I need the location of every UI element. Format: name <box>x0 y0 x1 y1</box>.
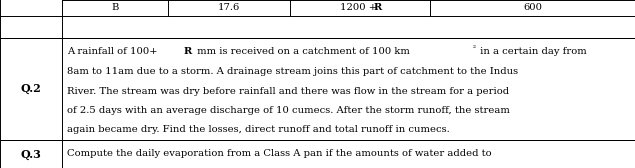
Text: Q.3: Q.3 <box>20 149 41 159</box>
Text: Compute the daily evaporation from a Class A pan if the amounts of water added t: Compute the daily evaporation from a Cla… <box>67 150 491 158</box>
Text: mm is received on a catchment of 100 km: mm is received on a catchment of 100 km <box>194 48 410 56</box>
Text: ²: ² <box>473 45 476 52</box>
Text: R: R <box>374 4 382 12</box>
Text: River. The stream was dry before rainfall and there was flow in the stream for a: River. The stream was dry before rainfal… <box>67 87 509 95</box>
Text: 1200 +: 1200 + <box>340 4 380 12</box>
Text: B: B <box>111 4 119 12</box>
Text: again became dry. Find the losses, direct runoff and total runoff in cumecs.: again became dry. Find the losses, direc… <box>67 125 450 135</box>
Text: 600: 600 <box>523 4 542 12</box>
Text: Q.2: Q.2 <box>20 83 41 94</box>
Text: 17.6: 17.6 <box>218 4 240 12</box>
Text: A rainfall of 100+: A rainfall of 100+ <box>67 48 157 56</box>
Text: of 2.5 days with an average discharge of 10 cumecs. After the storm runoff, the : of 2.5 days with an average discharge of… <box>67 106 510 115</box>
Text: R: R <box>184 48 192 56</box>
Text: in a certain day from: in a certain day from <box>477 48 587 56</box>
Text: 8am to 11am due to a storm. A drainage stream joins this part of catchment to th: 8am to 11am due to a storm. A drainage s… <box>67 67 518 76</box>
